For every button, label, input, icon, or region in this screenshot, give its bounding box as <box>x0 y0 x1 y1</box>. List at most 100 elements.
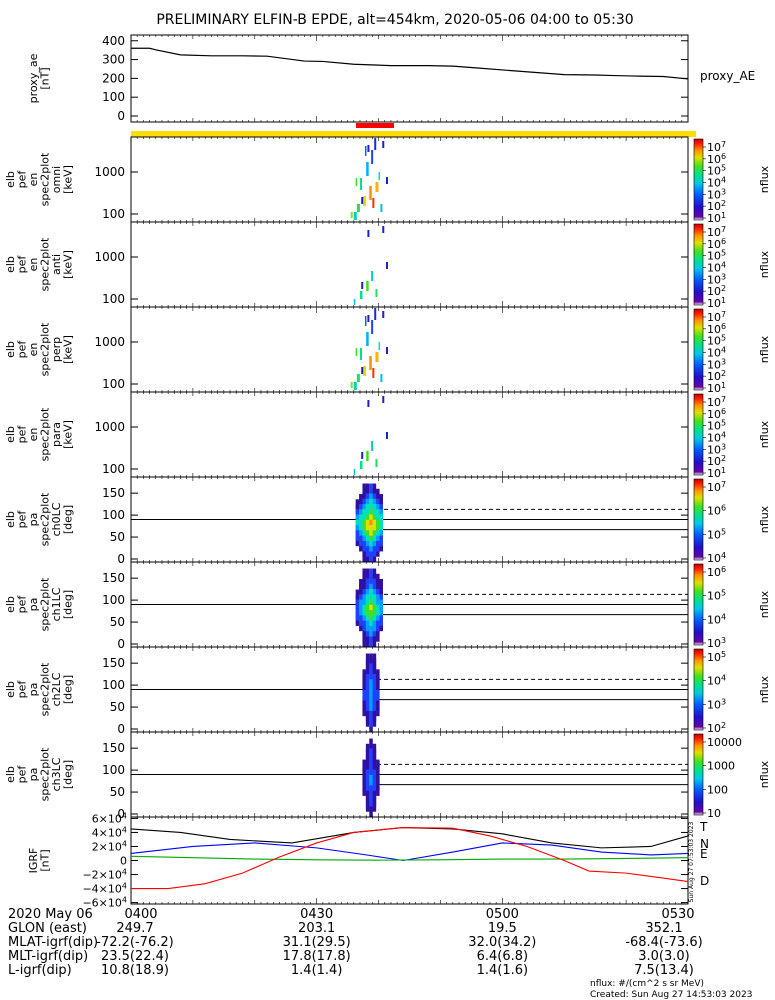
spectrogram-cell <box>362 780 366 791</box>
spectrogram-cell <box>382 141 385 148</box>
spectrogram-cell <box>355 615 360 626</box>
spectrogram-cell <box>365 589 370 600</box>
spectrogram-cell <box>369 806 373 817</box>
spectrogram-cell <box>353 212 357 220</box>
spectrogram-cell <box>379 499 383 510</box>
spectrogram-cell <box>369 536 373 547</box>
y-tick-label: 0 <box>117 109 125 123</box>
colorbar-tick-label: 106 <box>707 237 726 251</box>
colorbar-tick-label: 102 <box>707 721 726 735</box>
spectrogram-cell <box>369 679 373 690</box>
spectrogram-cell <box>376 546 380 557</box>
spectrogram-cell <box>372 589 377 600</box>
colorbar-label: nflux <box>758 335 771 363</box>
spectrogram-cell <box>372 488 377 499</box>
spectrogram-cell <box>365 669 370 680</box>
spectrogram-cell <box>369 711 373 722</box>
spectrogram-cell <box>369 621 373 632</box>
y-axis-label-line: en <box>27 173 40 187</box>
colorbar-tick-label: 101 <box>707 466 726 480</box>
spectrogram-cell <box>376 504 380 515</box>
spectrogram-cell <box>365 759 370 770</box>
status-bar-yellow <box>131 131 696 137</box>
spectrogram-cell <box>359 515 363 526</box>
spectrogram-cell <box>362 594 366 605</box>
ephemeris-value: 17.8(17.8) <box>283 949 351 964</box>
panel-energy-omni: 1000100elbpefenspec2plotomni[keV]1071061… <box>4 136 771 225</box>
spectrogram-cell <box>363 366 367 376</box>
spectrogram-cell <box>369 589 373 600</box>
colorbar-tick-label: 104 <box>707 346 726 360</box>
spectrogram-cell <box>361 197 364 204</box>
spectrogram-cell <box>355 530 360 541</box>
spectrogram-cell <box>359 589 363 600</box>
y-tick-label: 150 <box>102 741 125 755</box>
spectrogram-cell <box>365 636 370 647</box>
spectrogram-cell <box>375 352 379 362</box>
colorbar-tick-label: 104 <box>707 674 726 688</box>
spectrogram-cell <box>353 299 356 305</box>
y-axis-label-line: spec2plot <box>39 152 52 206</box>
spectrogram-cell <box>369 509 373 520</box>
spectrogram-cell <box>372 579 377 590</box>
y-axis-label-line: spec2plot <box>39 237 52 291</box>
spectrogram-cell <box>369 754 373 765</box>
spectrogram-cell <box>365 605 370 616</box>
spectrogram-cell <box>365 664 370 675</box>
spectrogram-cell <box>362 573 366 584</box>
colorbar-tick-label: 104 <box>707 612 726 626</box>
spectrogram-cell <box>380 204 383 212</box>
spectrogram-cell <box>372 483 377 494</box>
colorbar-label: nflux <box>758 675 771 703</box>
spectrogram-cell <box>355 348 358 356</box>
spectrogram-cell <box>362 494 366 505</box>
spectrogram-cell <box>369 186 372 200</box>
spectrogram-cell <box>367 145 370 152</box>
ephemeris-value: 352.1 <box>645 921 682 936</box>
y-axis-label-line: IGRF <box>27 848 40 874</box>
time-tick-label: 0430 <box>300 907 333 922</box>
colorbar-tick-label: 104 <box>707 261 726 275</box>
spectrogram-cell <box>376 685 380 696</box>
spectrogram-cell <box>369 499 373 510</box>
spectrogram-cell <box>375 182 379 192</box>
spectrogram-cell <box>365 743 370 754</box>
y-tick-label: 50 <box>110 615 125 629</box>
y-axis-label-line: spec2plot <box>39 492 52 546</box>
panel-frame <box>130 391 689 478</box>
spectrogram-cell <box>372 568 377 579</box>
colorbar <box>693 138 704 221</box>
y-tick-label: 400 <box>102 34 125 48</box>
spectrogram-cell <box>372 615 377 626</box>
y-axis-label-line: perp <box>50 337 63 362</box>
colorbar <box>693 308 704 391</box>
spectrogram-cell <box>359 348 362 360</box>
spectrogram-cell <box>369 775 373 786</box>
spectrogram-cell <box>376 579 380 590</box>
spectrogram-cell <box>372 690 377 701</box>
status-bars <box>131 123 696 137</box>
spectrogram-cell <box>369 653 373 664</box>
spectrogram-cell <box>372 658 377 669</box>
spectrogram-cell <box>379 600 383 611</box>
spectrogram-cell <box>371 320 374 334</box>
spectrogram-cell <box>369 759 373 770</box>
spectrogram-cell <box>365 796 370 807</box>
spectrogram-cell <box>376 785 380 796</box>
y-axis-label-line: ch0LC <box>50 502 63 536</box>
spectrogram-cell <box>369 738 373 749</box>
spectrogram-cell <box>372 530 377 541</box>
spectrogram-cell <box>372 584 377 595</box>
spectrogram-cell <box>379 515 383 526</box>
colorbar-label: nflux <box>758 165 771 193</box>
panel-energy-perp: 1000100elbpefenspec2plotperp[keV]1071061… <box>4 306 771 395</box>
y-axis-label-line: pa <box>27 683 40 697</box>
spectrogram-cell <box>372 669 377 680</box>
spectrogram-cell <box>369 573 373 584</box>
spectrogram-cell <box>365 685 370 696</box>
spectrogram-cell <box>372 626 377 637</box>
spectrogram-cell <box>355 610 360 621</box>
spectrogram-cell <box>379 594 383 605</box>
spectrogram-cell <box>369 791 373 802</box>
